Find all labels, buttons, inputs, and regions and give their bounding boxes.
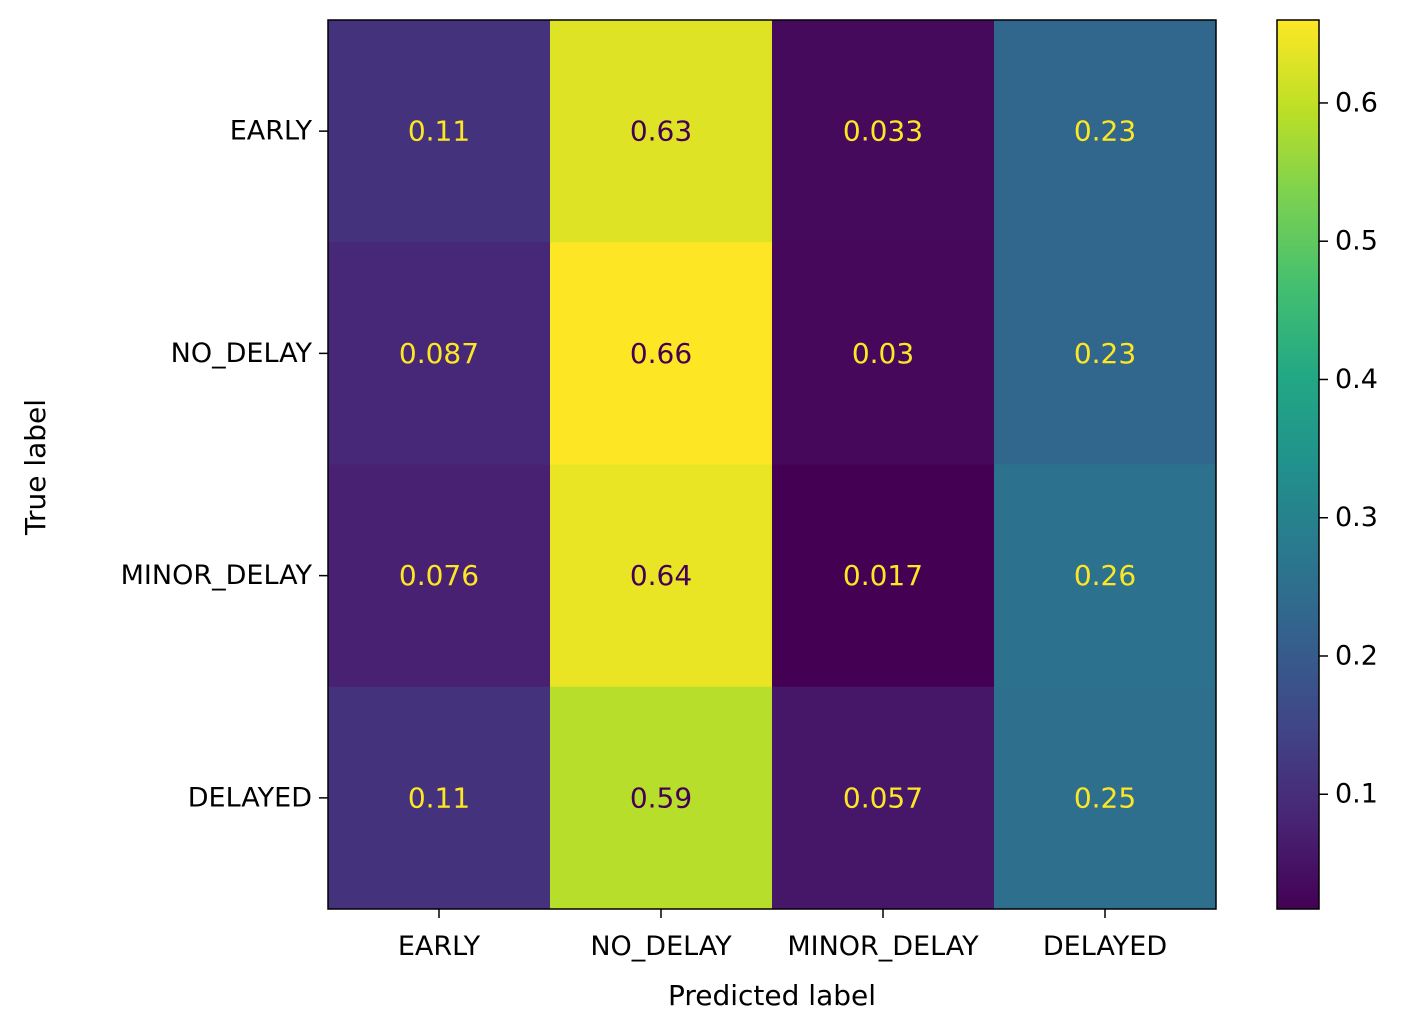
heatmap-cell [772, 242, 995, 465]
y-axis-ticks: EARLY NO_DELAY MINOR_DELAY DELAYED [121, 116, 328, 813]
heatmap-cell-value: 0.66 [630, 337, 692, 370]
heatmap-cell [994, 464, 1217, 688]
heatmap-cell-labels: 0.11 0.63 0.033 0.23 0.087 0.66 0.03 0.23 0.076 0… [399, 115, 1136, 815]
heatmap-cell-value: 0.11 [408, 781, 470, 814]
heatmap-cell [328, 686, 551, 910]
heatmap-cells [328, 20, 1217, 910]
heatmap-cell-value: 0.057 [843, 781, 923, 814]
y-tick-label: MINOR_DELAY [121, 560, 313, 591]
heatmap-cell-value: 0.087 [399, 337, 479, 370]
heatmap-cell [772, 20, 995, 243]
plot-frame [327, 19, 1217, 910]
heatmap-cell [328, 20, 551, 243]
colorbar-tick-label: 0.6 [1335, 87, 1378, 118]
heatmap-cell-value: 0.64 [630, 559, 692, 592]
x-axis-ticks: EARLY NO_DELAY MINOR_DELAY DELAYED [398, 909, 1167, 962]
heatmap-cell-value: 0.11 [408, 115, 470, 148]
heatmap-cell [994, 242, 1217, 465]
x-tick-label: NO_DELAY [590, 931, 732, 962]
colorbar-ticks: 0.1 0.2 0.3 0.4 0.5 0.6 [1319, 87, 1378, 810]
heatmap-cell [550, 686, 773, 910]
x-tick-label: DELAYED [1043, 931, 1167, 962]
heatmap-cell [328, 242, 551, 465]
x-axis-label: Predicted label [668, 979, 876, 1012]
colorbar-tick-label: 0.1 [1335, 779, 1378, 810]
colorbar-tick-label: 0.5 [1335, 226, 1378, 257]
colorbar-tick-label: 0.3 [1335, 502, 1378, 533]
heatmap-cell [328, 464, 551, 688]
heatmap-cell [772, 686, 995, 910]
y-axis-label: True label [19, 399, 52, 536]
colorbar-tick-label: 0.4 [1335, 364, 1378, 395]
heatmap-cell-value: 0.033 [843, 115, 923, 148]
heatmap-cell [772, 464, 995, 688]
heatmap-cell [994, 686, 1217, 910]
colorbar [1276, 19, 1320, 910]
colorbar-tick-label: 0.2 [1335, 640, 1378, 671]
y-tick-label: NO_DELAY [171, 338, 313, 369]
heatmap-cell-value: 0.076 [399, 559, 479, 592]
heatmap-cell-value: 0.017 [843, 559, 923, 592]
heatmap-cell [994, 20, 1217, 243]
heatmap-cell-value: 0.63 [630, 115, 692, 148]
heatmap-cell-value: 0.03 [852, 337, 914, 370]
y-tick-label: DELAYED [188, 782, 312, 813]
x-tick-label: EARLY [398, 931, 481, 962]
heatmap-cell-value: 0.23 [1074, 115, 1136, 148]
heatmap-cell-value: 0.23 [1074, 337, 1136, 370]
y-tick-label: EARLY [230, 116, 313, 147]
heatmap-cell-value: 0.25 [1074, 781, 1136, 814]
heatmap-cell-value: 0.26 [1074, 559, 1136, 592]
heatmap-cell-value: 0.59 [630, 781, 692, 814]
heatmap-cell [550, 242, 773, 465]
x-tick-label: MINOR_DELAY [787, 931, 979, 962]
heatmap-cell [550, 464, 773, 688]
heatmap-cell [550, 20, 773, 243]
